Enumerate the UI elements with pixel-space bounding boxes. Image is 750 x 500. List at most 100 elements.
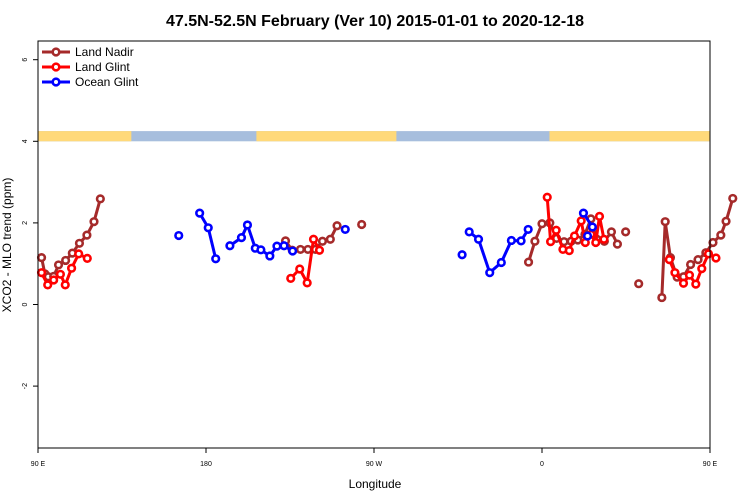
x-tick-label: 90 E bbox=[703, 461, 718, 468]
series-land-glint bbox=[36, 192, 721, 290]
data-point bbox=[621, 227, 631, 237]
legend-item-land-glint: Land Glint bbox=[42, 60, 130, 74]
data-point bbox=[542, 192, 552, 202]
x-tick-label: 0 bbox=[540, 461, 544, 468]
data-point bbox=[594, 211, 605, 221]
data-point bbox=[523, 257, 534, 267]
data-point bbox=[670, 268, 680, 278]
y-axis-label: XCO2 - MLO trend (ppm) bbox=[0, 178, 14, 313]
data-point bbox=[82, 230, 92, 240]
data-point bbox=[82, 253, 92, 263]
data-point bbox=[634, 279, 644, 289]
legend-swatch-marker bbox=[51, 62, 61, 72]
land-band-segment bbox=[549, 131, 710, 142]
data-point bbox=[332, 221, 342, 231]
data-point bbox=[678, 278, 689, 288]
data-point bbox=[551, 225, 561, 235]
data-point bbox=[36, 252, 47, 263]
data-point bbox=[89, 217, 99, 227]
data-point bbox=[295, 244, 306, 255]
data-point bbox=[242, 220, 253, 230]
data-point bbox=[61, 255, 71, 266]
data-point bbox=[317, 236, 328, 246]
data-point bbox=[576, 216, 586, 226]
data-point bbox=[55, 269, 66, 279]
y-tick-label: 0 bbox=[22, 302, 29, 306]
land-band-segment bbox=[38, 131, 132, 142]
data-point bbox=[506, 235, 516, 246]
data-point bbox=[473, 234, 484, 244]
data-point bbox=[612, 239, 623, 249]
y-tick-label: -2 bbox=[22, 383, 29, 389]
series-layer bbox=[36, 192, 738, 303]
land-band-segment bbox=[256, 131, 397, 142]
data-point bbox=[95, 194, 105, 204]
data-point bbox=[295, 264, 305, 274]
x-axis-label: Longitude bbox=[349, 477, 402, 491]
data-point bbox=[195, 208, 205, 218]
data-point bbox=[302, 278, 312, 288]
data-point bbox=[697, 263, 707, 274]
data-point bbox=[591, 237, 601, 248]
x-axis: 90 E 180 90 W 0 90 E bbox=[31, 448, 718, 468]
data-point bbox=[174, 230, 184, 241]
data-point bbox=[66, 263, 77, 273]
series-ocean-glint bbox=[174, 208, 598, 278]
data-point bbox=[286, 273, 296, 283]
y-tick-label: 4 bbox=[22, 139, 29, 143]
data-point bbox=[657, 292, 667, 303]
x-tick-label: 180 bbox=[200, 461, 212, 468]
data-point bbox=[265, 251, 275, 261]
data-point bbox=[279, 241, 289, 251]
data-point bbox=[691, 279, 701, 289]
data-point bbox=[225, 241, 235, 251]
legend-item-land-nadir: Land Nadir bbox=[42, 45, 134, 59]
legend-label: Land Glint bbox=[75, 60, 130, 74]
data-point bbox=[74, 238, 85, 248]
legend-label: Land Nadir bbox=[75, 45, 134, 59]
data-point bbox=[256, 245, 266, 255]
data-point bbox=[545, 237, 556, 247]
data-point bbox=[314, 245, 325, 255]
legend-item-ocean-glint: Ocean Glint bbox=[42, 75, 139, 89]
data-point bbox=[457, 250, 467, 260]
data-point bbox=[537, 219, 547, 229]
data-point bbox=[60, 280, 70, 290]
data-point bbox=[685, 259, 696, 270]
x-tick-label: 90 W bbox=[366, 461, 383, 468]
data-point bbox=[49, 275, 59, 285]
data-point bbox=[74, 249, 84, 259]
series-land-nadir bbox=[36, 193, 738, 303]
data-point bbox=[703, 249, 714, 259]
x-tick-label: 90 E bbox=[31, 461, 46, 468]
y-tick-label: 2 bbox=[22, 221, 29, 225]
data-point bbox=[53, 260, 64, 270]
chart-title: 47.5N-52.5N February (Ver 10) 2015-01-01… bbox=[166, 13, 584, 30]
data-point bbox=[711, 253, 721, 263]
data-point bbox=[325, 234, 335, 244]
y-axis: -2 0 2 4 6 bbox=[22, 58, 38, 389]
data-point bbox=[606, 227, 617, 237]
data-point bbox=[43, 280, 53, 290]
data-point bbox=[582, 231, 593, 241]
legend-label: Ocean Glint bbox=[75, 75, 139, 89]
data-point bbox=[530, 236, 540, 246]
plot-frame bbox=[37, 40, 711, 449]
data-point bbox=[203, 223, 213, 233]
data-point bbox=[464, 227, 474, 237]
data-point bbox=[36, 268, 47, 278]
data-point bbox=[599, 234, 609, 244]
data-point bbox=[664, 255, 674, 265]
legend-swatch-marker bbox=[51, 47, 61, 57]
data-point bbox=[721, 216, 731, 226]
data-point bbox=[660, 217, 670, 227]
data-point bbox=[357, 219, 367, 230]
data-point bbox=[308, 234, 319, 244]
data-point bbox=[516, 236, 526, 246]
land-sea-band bbox=[38, 131, 710, 142]
data-point bbox=[693, 255, 703, 265]
data-point bbox=[708, 237, 718, 248]
data-point bbox=[496, 257, 506, 268]
